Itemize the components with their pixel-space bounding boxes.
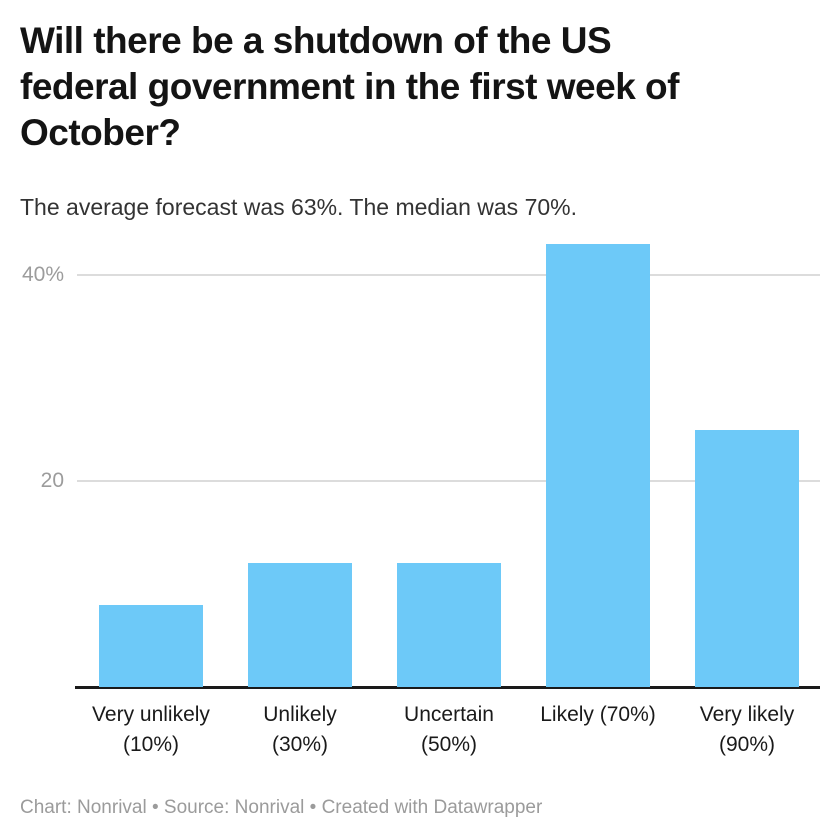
bar-Very likely (90%)[interactable]	[695, 429, 799, 687]
chart-title: Will there be a shutdown of the US feder…	[20, 18, 820, 156]
x-axis-tick-label: Likely (70%)	[513, 700, 683, 730]
x-axis-tick-label-line: (50%)	[420, 733, 478, 756]
bar-Uncertain (50%)[interactable]	[397, 563, 501, 687]
x-axis-tick-label-line: Very unlikely	[92, 703, 210, 726]
x-axis-tick-label: Uncertain (50%)	[364, 700, 534, 760]
x-axis-tick-label: Very unlikely (10%)	[66, 700, 236, 760]
x-axis-tick-label-line: (30%)	[271, 733, 329, 756]
bar-Unlikely (30%)[interactable]	[248, 563, 352, 687]
bar-Likely (70%)[interactable]	[546, 244, 650, 687]
x-axis-tick-label-line: Unlikely	[263, 703, 337, 726]
chart-title-line: federal government in the first week of	[20, 66, 679, 107]
y-axis-tick-label: 20	[40, 469, 64, 492]
chart-subtitle: The average forecast was 63%. The median…	[20, 194, 577, 220]
y-gridline	[77, 480, 820, 482]
chart-title-line: Will there be a shutdown of the US	[20, 20, 612, 61]
chart-title-line: October?	[20, 112, 181, 153]
bar-Very unlikely (10%)[interactable]	[99, 604, 203, 687]
x-axis-tick-label: Unlikely (30%)	[215, 700, 385, 760]
chart-footer: Chart: Nonrival • Source: Nonrival • Cre…	[20, 797, 543, 818]
x-axis-tick-label-line: Likely (70%)	[540, 703, 656, 726]
x-axis-tick-label-line: Very likely	[699, 703, 795, 726]
x-axis-line	[75, 686, 820, 689]
y-gridline	[77, 274, 820, 276]
x-axis-tick-label-line: (90%)	[718, 733, 776, 756]
y-axis-tick-label: 40%	[21, 263, 64, 286]
x-axis-tick-label: Very likely (90%)	[662, 700, 832, 760]
x-axis-tick-label-line: Uncertain	[404, 703, 494, 726]
x-axis-tick-label-line: (10%)	[122, 733, 180, 756]
